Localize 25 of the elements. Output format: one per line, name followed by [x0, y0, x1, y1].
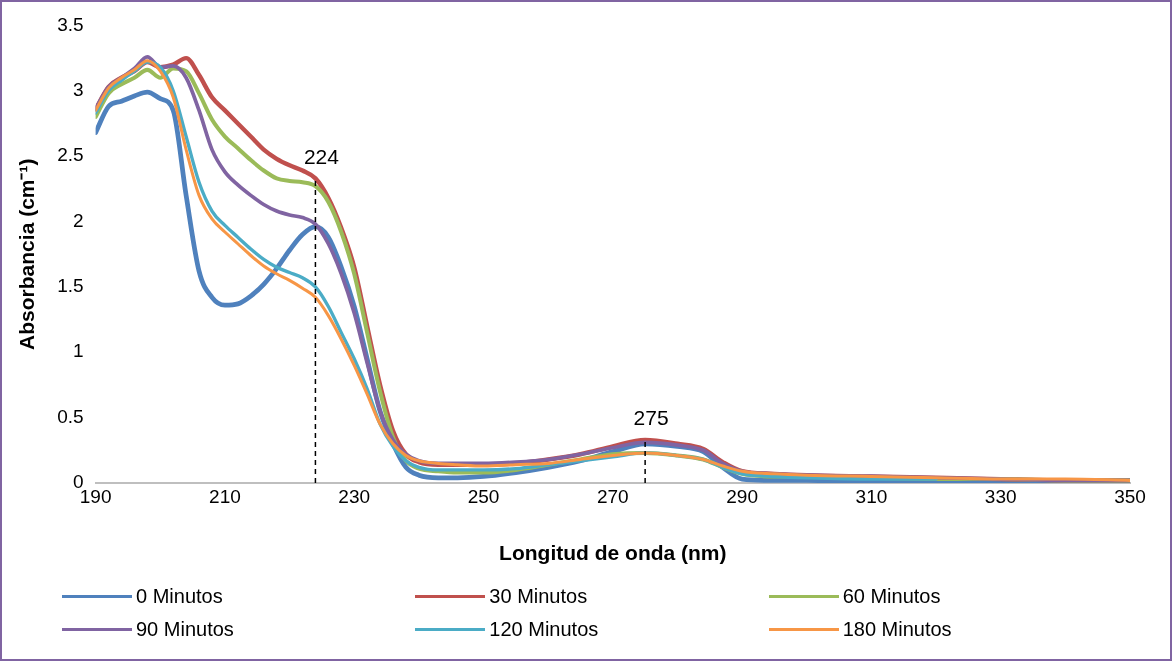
y-tick-label: 1.5	[57, 275, 84, 297]
legend-label: 120 Minutos	[489, 618, 599, 641]
legend-label: 30 Minutos	[489, 585, 588, 608]
x-tick-label: 230	[338, 485, 371, 507]
x-tick-label: 250	[467, 485, 500, 507]
legend-label: 0 Minutos	[136, 585, 223, 608]
x-tick-label: 210	[209, 485, 241, 507]
x-tick-label: 330	[984, 485, 1017, 507]
y-axis-title: Absorbancia (cm⁻¹)	[15, 158, 39, 350]
ref-line-label: 275	[633, 406, 669, 430]
ref-line-label: 224	[303, 144, 340, 168]
y-tick-label: 2.5	[57, 144, 84, 166]
x-tick-label: 270	[596, 485, 629, 507]
y-tick-label: 2	[73, 209, 84, 231]
y-tick-label: 3.5	[57, 13, 84, 35]
legend-label: 180 Minutos	[842, 618, 952, 641]
y-tick-label: 0.5	[57, 405, 84, 427]
x-tick-label: 290	[726, 485, 758, 507]
x-axis-title: Longitud de onda (nm)	[499, 541, 727, 565]
x-tick-label: 350	[1114, 485, 1146, 507]
x-tick-label: 310	[855, 485, 888, 507]
legend-label: 60 Minutos	[842, 585, 941, 608]
y-tick-label: 1	[73, 340, 84, 362]
legend-label: 90 Minutos	[136, 618, 234, 641]
y-tick-label: 3	[73, 79, 84, 101]
